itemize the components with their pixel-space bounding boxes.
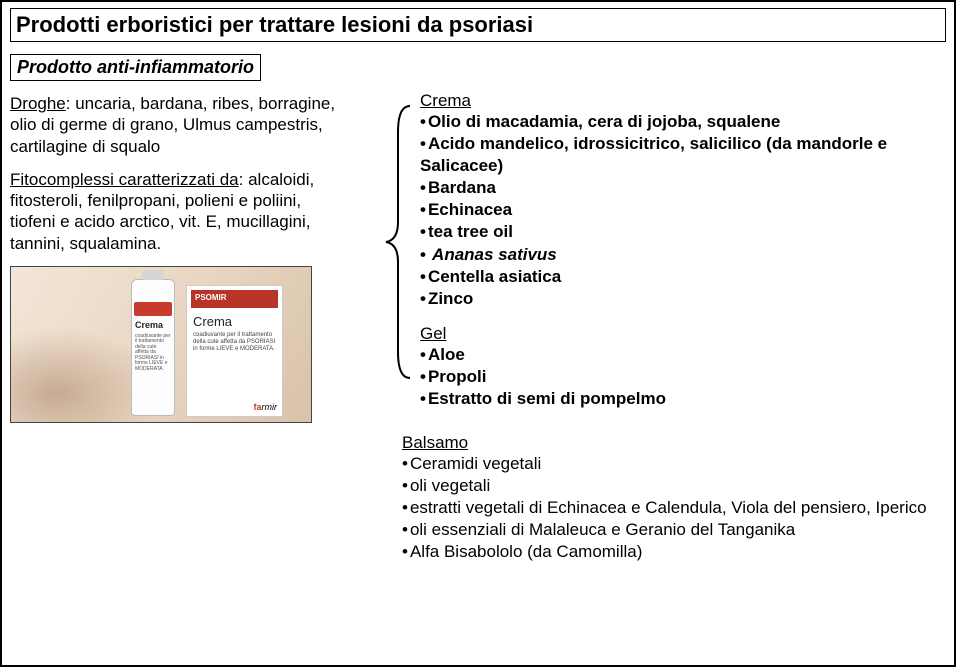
crema-heading: Crema (420, 91, 946, 111)
list-item: Acido mandelico, idrossicitrico, salicil… (420, 133, 946, 177)
carton-brand-logo: farmir (253, 402, 277, 412)
subtitle-box: Prodotto anti-infiammatorio (10, 54, 261, 81)
balsamo-block: Balsamo Ceramidi vegetali oli vegetali e… (2, 433, 954, 563)
left-column: Droghe: uncaria, bardana, ribes, borragi… (10, 81, 340, 423)
carton-desc-text: coadiuvante per il trattamento della cut… (193, 332, 276, 353)
list-item: tea tree oil (420, 221, 946, 243)
list-item: Ananas sativus (420, 244, 946, 266)
brand-red: fa (253, 402, 261, 412)
list-item: oli essenziali di Malaleuca e Geranio de… (402, 519, 946, 541)
crema-list: Olio di macadamia, cera di jojoba, squal… (420, 111, 946, 310)
list-item: Alfa Bisabololo (da Camomilla) (402, 541, 946, 563)
carton-crema-text: Crema (193, 314, 232, 329)
list-item: estratti vegetali di Echinacea e Calendu… (402, 497, 946, 519)
gel-list: Aloe Propoli Estratto di semi di pompelm… (420, 344, 946, 410)
balsamo-heading: Balsamo (402, 433, 946, 453)
product-carton: PSOMIR Crema coadiuvante per il trattame… (186, 285, 283, 417)
list-item: Zinco (420, 288, 946, 310)
list-item: Centella asiatica (420, 266, 946, 288)
bottle-desc-text: coadiuvante per il trattamento della cut… (135, 334, 171, 373)
list-item-italic: Ananas sativus (428, 245, 557, 264)
product-bottle: Crema coadiuvante per il trattamento del… (131, 279, 175, 416)
balsamo-list: Ceramidi vegetali oli vegetali estratti … (402, 453, 946, 563)
title-box: Prodotti erboristici per trattare lesion… (10, 8, 946, 42)
curly-bracket-icon (380, 102, 420, 382)
carton-brand-bar: PSOMIR (191, 290, 278, 308)
droghe-label: Droghe (10, 94, 66, 113)
list-item: oli vegetali (402, 475, 946, 497)
fitocomplessi-label: Fitocomplessi caratterizzati da (10, 170, 239, 189)
bottle-crema-text: Crema (135, 320, 163, 330)
product-image: Crema coadiuvante per il trattamento del… (10, 266, 312, 423)
page-title: Prodotti erboristici per trattare lesion… (16, 12, 940, 38)
list-item: Echinacea (420, 199, 946, 221)
list-item: Aloe (420, 344, 946, 366)
list-item: Ceramidi vegetali (402, 453, 946, 475)
right-column: Crema Olio di macadamia, cera di jojoba,… (340, 81, 946, 423)
bracket-svg (380, 102, 420, 382)
fitocomplessi-paragraph: Fitocomplessi caratterizzati da: alcaloi… (10, 169, 340, 254)
bottle-red-label (134, 302, 172, 316)
gel-heading: Gel (420, 324, 946, 344)
droghe-paragraph: Droghe: uncaria, bardana, ribes, borragi… (10, 93, 340, 157)
slide-frame: Prodotti erboristici per trattare lesion… (0, 0, 956, 667)
list-item: Olio di macadamia, cera di jojoba, squal… (420, 111, 946, 133)
page-subtitle: Prodotto anti-infiammatorio (17, 57, 254, 78)
list-item: Propoli (420, 366, 946, 388)
list-item: Estratto di semi di pompelmo (420, 388, 946, 410)
list-item: Bardana (420, 177, 946, 199)
brand-rest: rmir (262, 402, 278, 412)
content-columns: Droghe: uncaria, bardana, ribes, borragi… (2, 81, 954, 423)
